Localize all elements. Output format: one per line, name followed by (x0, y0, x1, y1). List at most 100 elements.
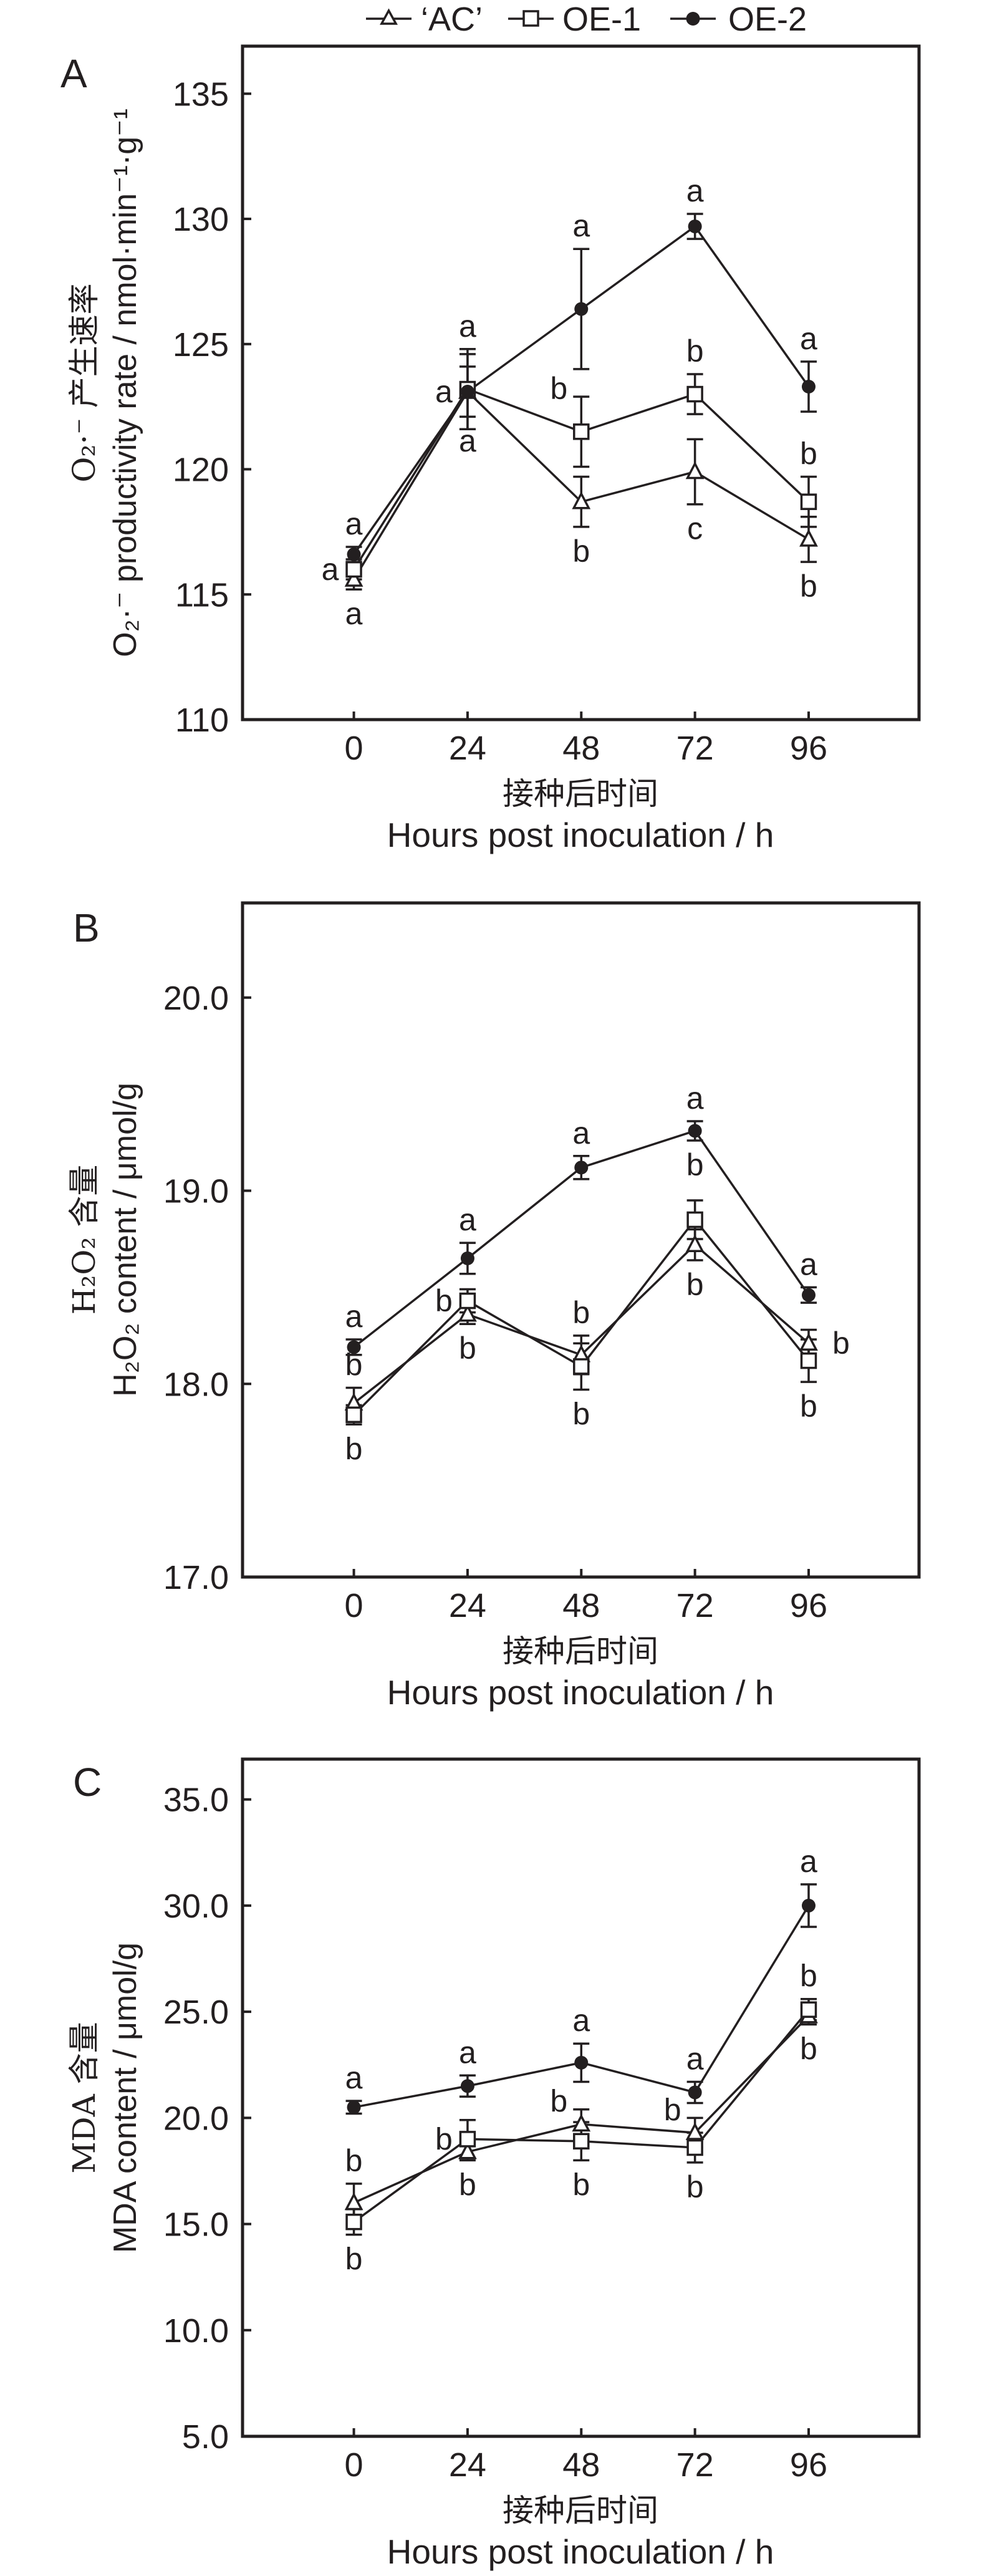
data-point-oe1-b (800, 1352, 817, 1369)
y-tick-label-a: 135 (173, 75, 229, 113)
data-point-oe1-c (686, 2139, 703, 2156)
data-point-oe2-a (347, 548, 361, 562)
significance-letter-c: b (345, 2242, 363, 2277)
x-tick-label-b: 0 (345, 1587, 363, 1624)
y-tick-label-b: 19.0 (163, 1173, 229, 1210)
data-point-ac-b (685, 1234, 705, 1252)
y-tick-label-a: 120 (173, 451, 229, 489)
data-point-oe2-a (688, 219, 702, 234)
significance-letter-b: b (345, 1431, 363, 1466)
data-point-ac-a (572, 491, 591, 509)
x-tick-label-b: 96 (790, 1587, 827, 1624)
data-point-oe1-c (573, 2133, 590, 2150)
significance-letter-b: a (345, 1299, 363, 1334)
significance-letter-a: b (800, 437, 817, 471)
significance-letter-b: b (345, 1347, 363, 1382)
legend: ‘AC’ OE-1 OE-2 (366, 1, 807, 38)
x-tick-label-b: 48 (562, 1587, 600, 1624)
y-axis-title-en-b: H₂O₂ content / μmol/g (107, 1083, 143, 1397)
significance-letter-a: a (322, 552, 339, 587)
significance-letter-a: a (345, 506, 363, 541)
significance-letter-c: b (345, 2143, 363, 2178)
significance-letter-a: b (572, 534, 590, 569)
y-tick-label-c: 10.0 (163, 2312, 229, 2350)
panel-label-a: A (60, 51, 87, 96)
data-point-ac-b (799, 1333, 818, 1351)
y-tick-label-c: 35.0 (163, 1782, 229, 1819)
significance-letter-b: b (572, 1397, 590, 1432)
significance-letter-c: b (664, 2092, 681, 2127)
legend-entry-oe2: OE-2 (670, 1, 807, 38)
x-axis-title-cn-a: 接种后时间 (503, 776, 658, 812)
data-point-oe1-b (345, 1406, 362, 1424)
significance-letter-a: c (687, 511, 703, 546)
panel-label-b: B (73, 905, 100, 950)
significance-letter-c: a (572, 2003, 590, 2038)
significance-letter-a: a (435, 374, 453, 409)
x-tick-label-c: 48 (562, 2446, 600, 2484)
x-axis-title-en-a: Hours post inoculation / h (387, 816, 774, 854)
x-tick-label-a: 0 (345, 730, 363, 767)
panel-a: A O₂·⁻ 产生速率 O₂·⁻ productivity rate / nmo… (60, 44, 921, 854)
y-tick-label-c: 15.0 (163, 2206, 229, 2244)
y-tick-label-a: 110 (175, 702, 229, 739)
significance-letter-b: a (459, 1202, 476, 1237)
data-point-oe1-c (345, 2213, 362, 2231)
x-tick-label-c: 96 (790, 2446, 827, 2484)
significance-letter-b: a (572, 1116, 590, 1151)
x-tick-label-a: 96 (790, 730, 827, 767)
panel-b: B H₂O₂ 含量 H₂O₂ content / μmol/g 接种后时间 Ho… (66, 901, 921, 1712)
y-tick-label-c: 30.0 (163, 1888, 229, 1925)
significance-letter-a: a (459, 309, 476, 344)
data-point-oe2-c (574, 2055, 589, 2070)
data-point-oe2-c (688, 2085, 702, 2100)
data-point-oe1-a (345, 561, 362, 578)
significance-letter-a: a (345, 596, 363, 631)
data-point-oe2-c (347, 2100, 361, 2115)
significance-letter-b: b (832, 1326, 850, 1361)
data-point-ac-a (799, 529, 818, 547)
significance-letter-c: a (800, 1844, 817, 1879)
data-point-oe1-c (459, 2131, 476, 2148)
y-tick-label-b: 17.0 (163, 1559, 229, 1596)
legend-label-oe1: OE-1 (562, 1, 641, 38)
significance-letter-b: b (686, 1147, 704, 1182)
significance-letter-b: b (800, 1389, 817, 1424)
data-point-oe2-b (688, 1124, 702, 1138)
significance-letter-b: b (459, 1331, 476, 1366)
significance-letter-b: a (686, 1081, 704, 1116)
y-tick-label-a: 115 (175, 576, 229, 614)
y-axis-title-c: MDA 含量 MDA content / μmol/g (66, 1942, 143, 2253)
significance-letter-b: b (686, 1267, 704, 1302)
significance-letter-a: a (686, 173, 704, 208)
significance-letter-a: a (459, 423, 476, 458)
circle-marker-icon (686, 12, 700, 26)
significance-letter-a: a (800, 321, 817, 356)
y-axis-title-a: O₂·⁻ 产生速率 O₂·⁻ productivity rate / nmol·… (66, 109, 143, 657)
significance-letter-a: b (550, 371, 567, 406)
significance-letter-c: a (686, 2041, 704, 2076)
legend-entry-ac: ‘AC’ (366, 1, 483, 38)
significance-letter-c: b (686, 2169, 704, 2204)
data-point-ac-c (458, 2141, 477, 2159)
y-tick-label-a: 125 (173, 326, 229, 364)
data-point-oe1-a (686, 385, 703, 403)
y-tick-label-c: 5.0 (182, 2418, 229, 2456)
y-axis-title-en-a: O₂·⁻ productivity rate / nmol·min⁻¹·g⁻¹ (107, 109, 143, 657)
data-point-oe2-a (460, 385, 474, 399)
x-tick-label-c: 72 (676, 2446, 714, 2484)
data-point-oe1-c (800, 2001, 817, 2018)
x-axis-title-cn-c: 接种后时间 (503, 2492, 658, 2529)
y-tick-label-c: 25.0 (163, 1994, 229, 2031)
legend-label-oe2: OE-2 (728, 1, 807, 38)
x-tick-label-b: 72 (676, 1587, 714, 1624)
data-point-oe1-b (459, 1292, 476, 1310)
data-point-oe2-b (574, 1160, 589, 1175)
significance-letter-b: b (435, 1283, 453, 1318)
data-point-oe1-a (573, 423, 590, 440)
x-tick-label-c: 24 (449, 2446, 486, 2484)
significance-letter-c: b (435, 2121, 453, 2156)
x-tick-label-a: 48 (562, 730, 600, 767)
